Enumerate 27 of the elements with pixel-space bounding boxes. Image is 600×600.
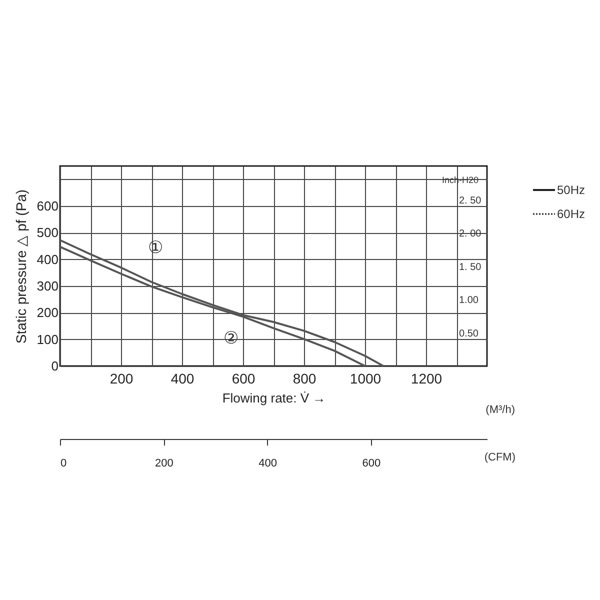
- x-tick-label: 200: [110, 370, 134, 386]
- y2-tick-label: 1.00: [459, 295, 479, 306]
- x2-tick-label: 200: [154, 458, 174, 470]
- x-tick-label: 800: [292, 370, 316, 386]
- x-axis-title: Flowing rate: V̇ →: [222, 390, 326, 406]
- text: 50Hz: [557, 183, 586, 197]
- y2-tick-label: 0.50: [459, 328, 479, 340]
- text: (M³/h): [486, 404, 515, 416]
- x2-tick-label: 0: [60, 458, 67, 470]
- x-tick-label: 1200: [410, 370, 442, 386]
- x-tick-label: 600: [232, 370, 256, 386]
- y-tick-label: 100: [36, 332, 58, 347]
- text: 60Hz: [557, 207, 586, 221]
- y-tick-label: 0: [51, 358, 58, 374]
- y-tick-label: 500: [36, 225, 58, 240]
- y-tick-label: 300: [36, 278, 58, 294]
- y2-tick-label: 2. 50: [459, 195, 482, 206]
- x2-tick-label: 600: [362, 458, 381, 470]
- x2-tick-label: 400: [258, 458, 277, 470]
- y-tick-label: 600: [36, 198, 58, 214]
- y-axis-title: Static pressure △ pf (Pa): [12, 189, 29, 344]
- x-tick-label: 400: [170, 370, 194, 386]
- x2-axis-title: (CFM): [484, 452, 516, 464]
- y-tick-label: 200: [36, 305, 58, 320]
- y-tick-label: 400: [36, 252, 58, 267]
- y2-tick-label: 1. 50: [459, 262, 482, 273]
- x-tick-label: 1000: [350, 370, 382, 386]
